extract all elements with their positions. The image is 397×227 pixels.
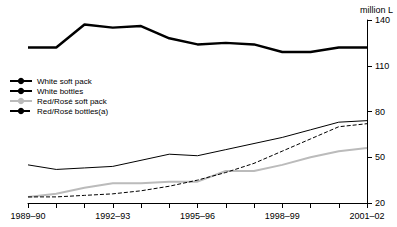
svg-text:50: 50 bbox=[375, 152, 385, 162]
svg-text:80: 80 bbox=[375, 107, 385, 117]
svg-text:Red/Rosé bottles(a): Red/Rosé bottles(a) bbox=[37, 107, 108, 116]
svg-text:White bottles: White bottles bbox=[37, 87, 83, 96]
svg-text:110: 110 bbox=[375, 61, 389, 71]
svg-text:20: 20 bbox=[375, 198, 385, 208]
svg-text:Red/Rosé soft pack: Red/Rosé soft pack bbox=[37, 97, 108, 106]
svg-text:1995–96: 1995–96 bbox=[180, 211, 215, 221]
svg-text:1998–99: 1998–99 bbox=[265, 211, 300, 221]
svg-text:million L: million L bbox=[360, 5, 393, 15]
svg-text:2001–02: 2001–02 bbox=[349, 211, 384, 221]
svg-text:White soft pack: White soft pack bbox=[37, 77, 93, 86]
svg-text:1992–93: 1992–93 bbox=[95, 211, 130, 221]
svg-text:140: 140 bbox=[375, 15, 390, 25]
svg-text:1989–90: 1989–90 bbox=[10, 211, 45, 221]
